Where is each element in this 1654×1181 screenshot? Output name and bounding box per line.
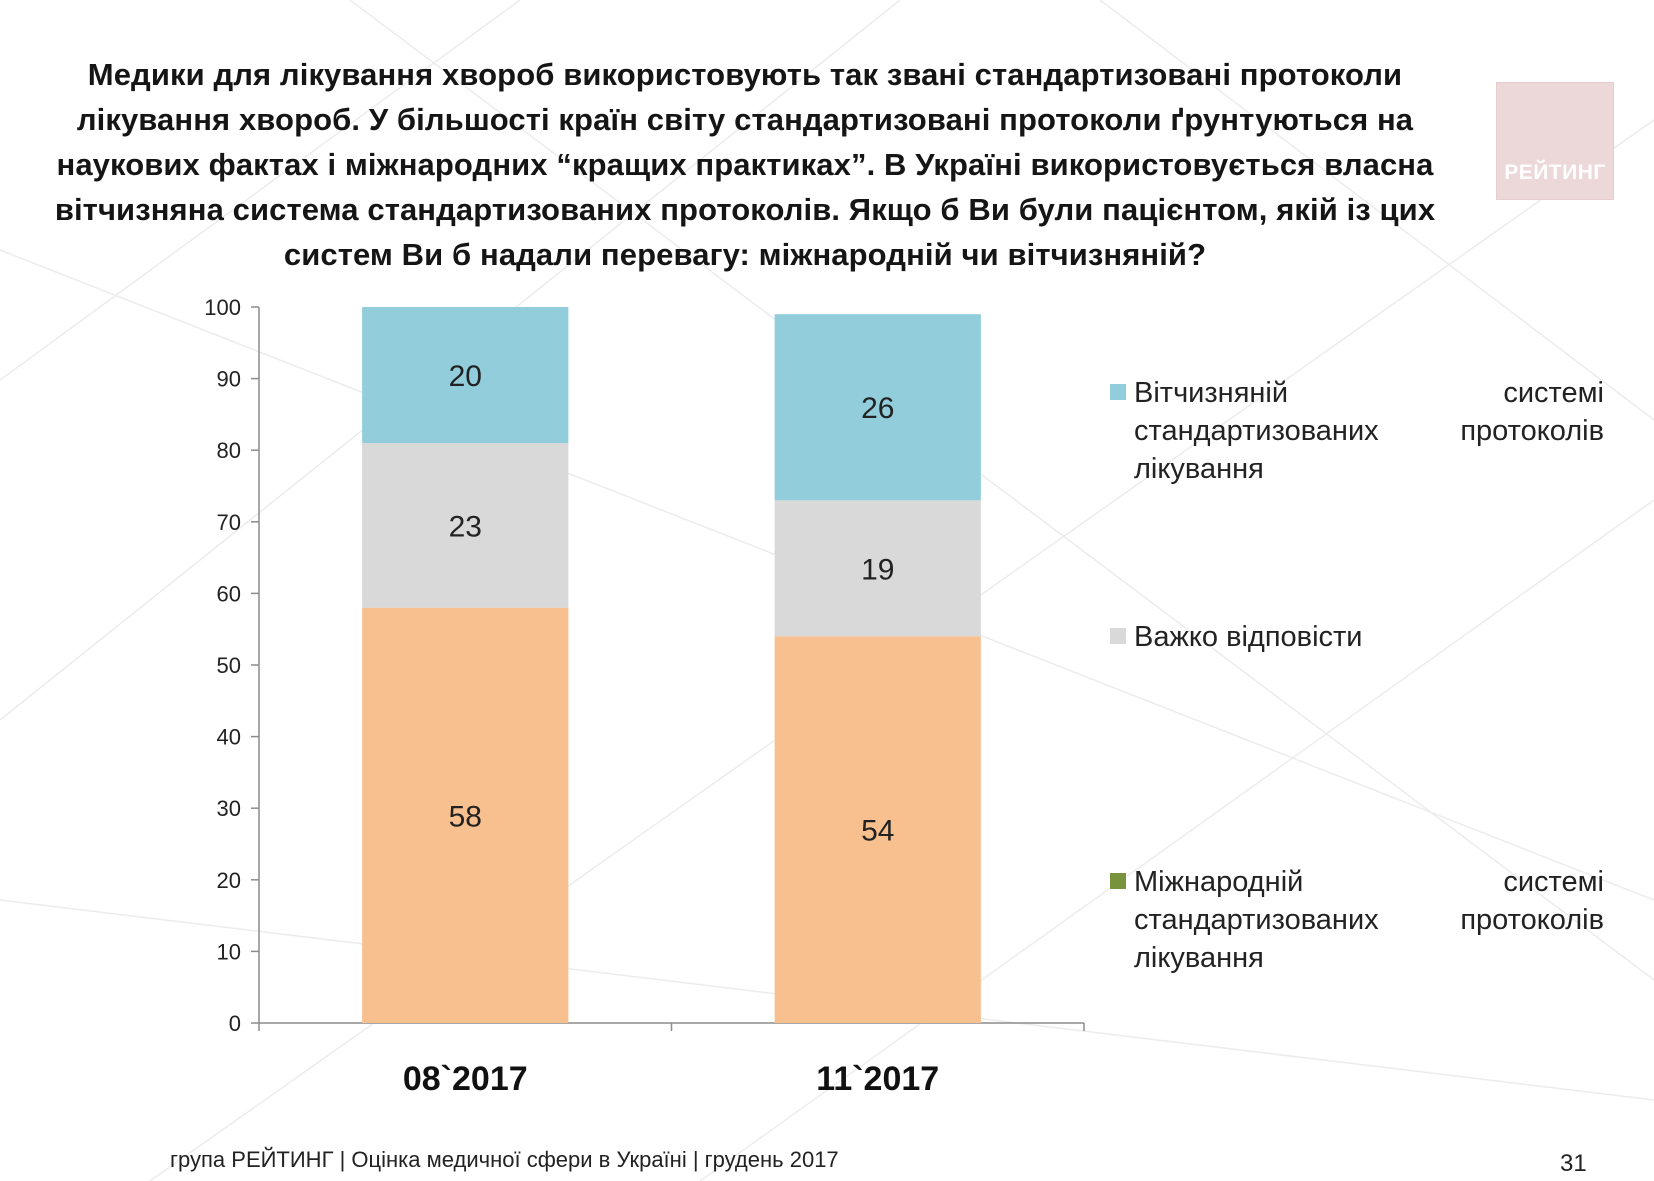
y-tick-label: 90 — [217, 367, 241, 392]
data-label: 58 — [449, 800, 482, 833]
data-label: 54 — [861, 815, 894, 848]
reyting-logo: РЕЙТИНГ — [1496, 82, 1614, 200]
legend-swatch — [1110, 628, 1126, 644]
y-tick-label: 40 — [217, 725, 241, 750]
legend-label: протоколів — [1460, 415, 1604, 447]
y-tick-label: 100 — [204, 295, 241, 320]
data-label: 20 — [449, 360, 482, 393]
data-label: 23 — [449, 510, 482, 543]
bar-segment — [362, 607, 569, 1023]
bar-segment — [774, 500, 981, 637]
page-number: 31 — [1560, 1150, 1587, 1177]
legend-swatch — [1110, 873, 1126, 889]
logo-text: РЕЙТИНГ — [1504, 161, 1606, 184]
bar-segment — [774, 636, 981, 1023]
x-category-label: 11`2017 — [816, 1060, 939, 1098]
y-tick-label: 20 — [217, 868, 241, 893]
legend-label: Міжнародній — [1134, 866, 1303, 898]
y-tick-label: 0 — [229, 1011, 241, 1036]
y-tick-label: 60 — [217, 581, 241, 606]
y-tick-label: 50 — [217, 653, 241, 678]
question-title: Медики для лікування хвороб використовую… — [54, 57, 1436, 272]
y-tick-label: 80 — [217, 438, 241, 463]
legend-label: стандартизованих — [1134, 415, 1379, 447]
legend-label: стандартизованих — [1134, 904, 1379, 936]
bar-segment — [362, 443, 569, 608]
legend-label: Важко відповісти — [1134, 621, 1363, 653]
legend-label: лікування — [1134, 942, 1264, 974]
y-tick-label: 10 — [217, 939, 241, 964]
x-category-label: 08`2017 — [403, 1060, 528, 1098]
data-label: 19 — [861, 553, 894, 586]
footer-text: група РЕЙТИНГ | Оцінка медичної сфери в … — [170, 1147, 839, 1172]
legend-swatch — [1110, 384, 1126, 400]
legend-label: системі — [1503, 866, 1604, 898]
data-label: 26 — [861, 392, 894, 425]
legend-label: Вітчизняній — [1134, 377, 1288, 409]
y-tick-label: 30 — [217, 796, 241, 821]
legend-label: системі — [1503, 377, 1604, 409]
legend-label: протоколів — [1460, 904, 1604, 936]
y-tick-label: 70 — [217, 510, 241, 535]
bar-segment — [362, 307, 569, 444]
bar-segment — [774, 314, 981, 501]
legend-label: лікування — [1134, 453, 1264, 485]
